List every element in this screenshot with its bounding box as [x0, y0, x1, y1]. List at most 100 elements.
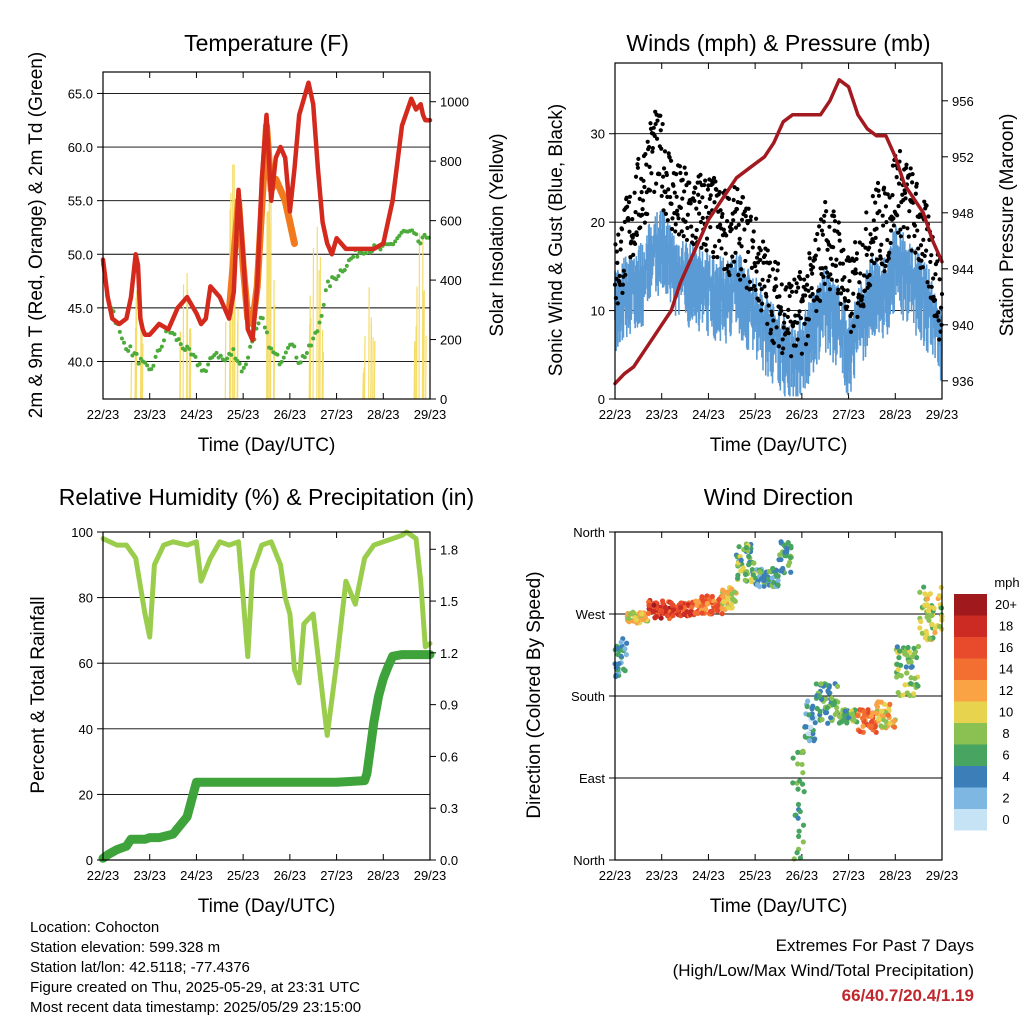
- gust-point: [913, 250, 918, 255]
- direction-point: [921, 584, 927, 590]
- y-tick-label: 55.0: [68, 194, 93, 209]
- direction-point: [818, 681, 824, 687]
- direction-point: [905, 644, 911, 651]
- direction-point: [766, 568, 772, 575]
- direction-point: [834, 683, 841, 689]
- gust-point: [752, 283, 757, 289]
- direction-point: [681, 604, 688, 611]
- gust-point: [890, 163, 896, 168]
- gust-point: [767, 274, 772, 279]
- gust-point: [936, 310, 941, 315]
- gust-point: [760, 301, 765, 306]
- dewpoint-point: [248, 344, 253, 349]
- gust-point: [845, 304, 850, 309]
- gust-point: [832, 219, 838, 224]
- station-latlon: Station lat/lon: 42.5118; -77.4376: [30, 959, 250, 976]
- direction-point: [624, 640, 630, 646]
- direction-point: [800, 748, 806, 754]
- gust-point: [901, 224, 906, 230]
- x-tick-label: 28/23: [367, 407, 400, 422]
- direction-point: [756, 569, 763, 575]
- dewpoint-point: [159, 344, 164, 349]
- gust-point: [774, 325, 779, 330]
- gust-point: [828, 272, 833, 277]
- dewpoint-point: [231, 347, 236, 352]
- gust-point: [851, 291, 856, 296]
- x-tick-label: 29/23: [414, 407, 447, 422]
- gust-point: [632, 241, 638, 247]
- gust-point: [813, 253, 818, 258]
- gust-point: [842, 275, 847, 280]
- direction-point: [908, 680, 914, 687]
- direction-point: [622, 646, 628, 652]
- gust-point: [615, 260, 620, 265]
- precip-line: [98, 650, 435, 863]
- gust-point: [618, 247, 623, 252]
- legend-label: 2: [1002, 791, 1009, 806]
- gust-point: [781, 346, 786, 351]
- gust-point: [884, 219, 889, 225]
- direction-point: [912, 675, 918, 682]
- temp-2m-line: [100, 80, 433, 343]
- gust-point: [708, 225, 713, 230]
- gust-point: [888, 228, 894, 233]
- y-axis-label: 2m & 9m T (Red, Orange) & 2m Td (Green): [26, 52, 47, 418]
- direction-point: [800, 822, 807, 828]
- direction-point: [938, 584, 944, 591]
- direction-point: [907, 692, 913, 699]
- gust-point: [635, 165, 640, 170]
- gust-point: [880, 213, 885, 218]
- x-tick-label: 28/23: [879, 868, 912, 883]
- dewpoint-point: [161, 338, 166, 343]
- direction-point: [614, 646, 620, 652]
- gust-point: [691, 190, 697, 195]
- gust-point: [879, 242, 884, 247]
- gust-point: [861, 304, 866, 309]
- direction-point: [925, 608, 932, 614]
- direction-point: [725, 589, 731, 595]
- gust-point: [853, 240, 858, 245]
- gust-point: [696, 211, 702, 216]
- dewpoint-point: [315, 329, 320, 334]
- gust-point: [637, 196, 642, 201]
- dewpoint-point: [178, 342, 183, 347]
- direction-point: [860, 723, 866, 729]
- gust-point: [634, 232, 640, 238]
- direction-point: [620, 666, 627, 672]
- y2-tick-label: 400: [440, 273, 462, 288]
- gust-point: [864, 210, 869, 215]
- y-tick-label: 0: [86, 853, 93, 868]
- direction-point: [817, 708, 823, 714]
- gust-point: [759, 287, 764, 292]
- gust-point: [805, 333, 811, 339]
- direction-point: [917, 625, 923, 631]
- gust-point: [717, 189, 722, 195]
- y-axis-label: Percent & Total Rainfall: [28, 596, 49, 793]
- gust-point: [614, 249, 619, 254]
- gust-point: [775, 261, 781, 266]
- legend-label: 8: [1002, 726, 1009, 741]
- legend-title: mph: [994, 575, 1019, 590]
- direction-point: [926, 617, 932, 623]
- gust-point: [669, 226, 675, 232]
- gust-point: [729, 221, 734, 227]
- direction-point: [881, 724, 888, 730]
- gust-point: [797, 309, 802, 314]
- gust-point: [831, 245, 836, 250]
- gust-point: [639, 190, 644, 195]
- gust-point: [874, 226, 879, 231]
- direction-point: [797, 808, 803, 815]
- direction-point: [834, 709, 840, 715]
- direction-point: [800, 770, 806, 776]
- gust-point: [881, 185, 887, 190]
- gust-point: [912, 233, 917, 239]
- gust-point: [914, 181, 919, 186]
- direction-point: [716, 597, 722, 603]
- panel-title: Relative Humidity (%) & Precipitation (i…: [59, 484, 474, 510]
- direction-point: [775, 582, 781, 588]
- gust-point: [823, 265, 828, 270]
- gust-point: [891, 216, 896, 221]
- direction-point: [868, 719, 875, 725]
- y-tick-label: South: [571, 689, 605, 704]
- direction-point: [849, 711, 856, 717]
